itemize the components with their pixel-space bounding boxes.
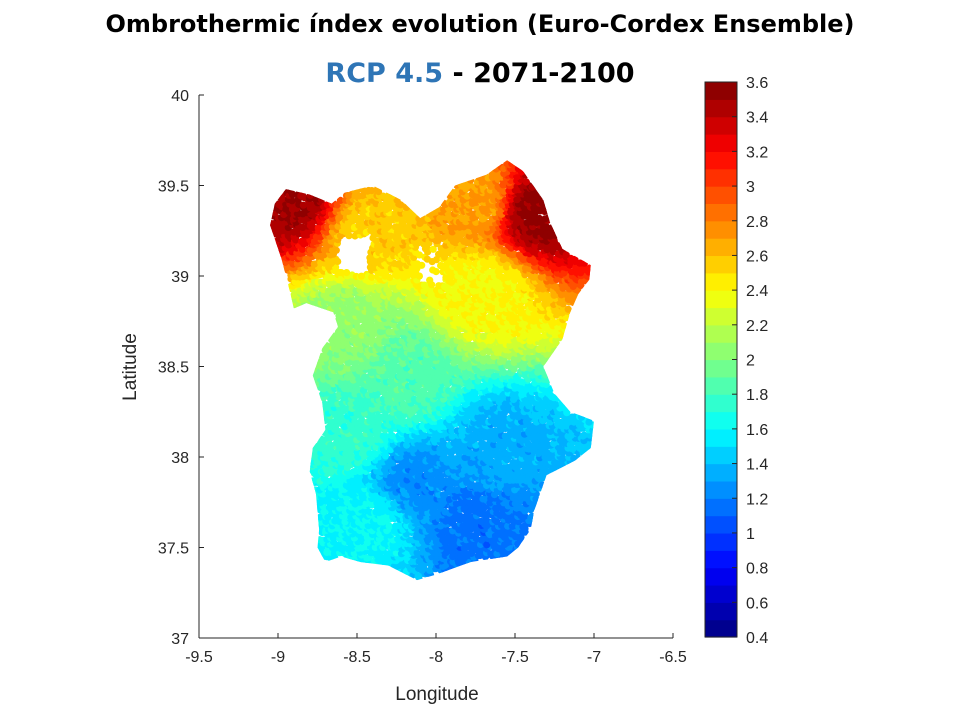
data-point [415, 251, 424, 259]
data-point [564, 305, 572, 313]
data-point [546, 391, 555, 399]
period-label: 2071-2100 [473, 58, 635, 89]
data-point [423, 255, 431, 263]
data-point [316, 513, 324, 521]
data-point [316, 518, 325, 526]
subtitle-separator: - [452, 58, 464, 89]
data-point [585, 418, 593, 426]
data-point [424, 536, 432, 544]
data-point [554, 394, 562, 402]
data-point [466, 507, 474, 515]
data-point [396, 522, 404, 530]
data-point [539, 481, 547, 489]
data-point [562, 251, 570, 259]
data-point [571, 255, 579, 263]
data-point [493, 518, 501, 526]
scatter-points [270, 160, 594, 581]
data-point [388, 432, 396, 440]
data-point [343, 269, 351, 277]
scenario-label: RCP 4.5 [325, 58, 444, 89]
data-point [322, 342, 330, 350]
data-point [413, 260, 421, 268]
data-point [462, 549, 470, 557]
data-point [489, 314, 497, 322]
data-point [426, 276, 434, 284]
data-point [332, 246, 340, 254]
data-point [432, 268, 440, 276]
data-point [528, 512, 536, 521]
chart-title: Ombrothermic índex evolution (Euro-Corde… [105, 10, 855, 38]
data-point [577, 413, 586, 421]
data-point [417, 557, 425, 565]
data-point [580, 259, 589, 267]
data-point [413, 549, 421, 557]
chart-subtitle: RCP 4.5 - 2071-2100 [0, 58, 960, 89]
data-point [483, 541, 491, 549]
